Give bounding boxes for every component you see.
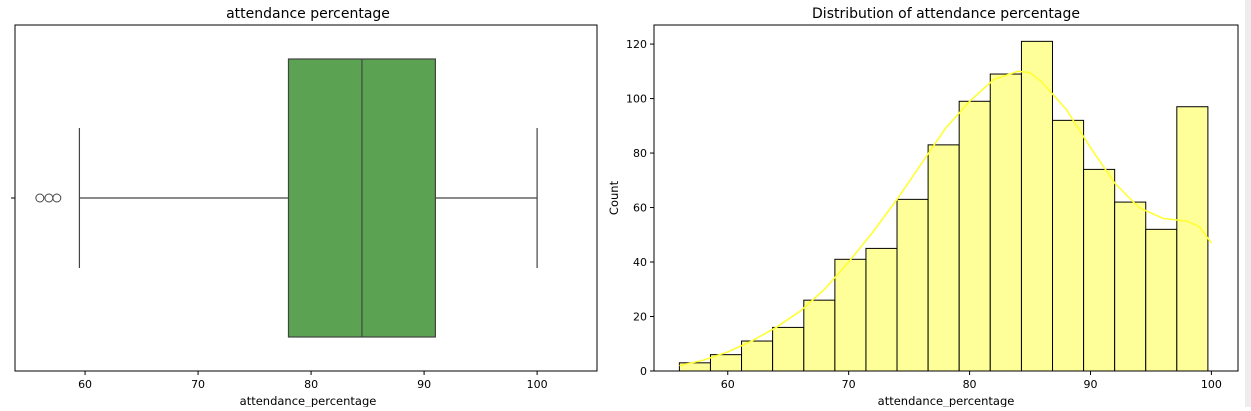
histogram-y-tick-label: 60: [633, 202, 647, 215]
histogram-y-tick-label: 20: [633, 311, 647, 324]
histogram-bar: [803, 299, 836, 372]
histogram-title: Distribution of attendance percentage: [812, 6, 1080, 22]
histogram-bar: [709, 354, 743, 372]
histogram-y-tick-label: 80: [633, 147, 647, 160]
boxplot-panel: attendance percentage attendance_percent…: [11, 6, 598, 408]
histogram-y-tick-label: 40: [633, 256, 647, 269]
boxplot-x-tick-label: 80: [304, 378, 318, 391]
histogram-y-axis-label: Count: [607, 180, 621, 215]
boxplot-x-axis-label: attendance_percentage: [240, 394, 377, 407]
histogram-x-tick-label: 60: [721, 378, 735, 391]
boxplot-title: attendance percentage: [226, 6, 390, 22]
boxplot-outlier: [35, 193, 45, 203]
histogram-bar: [896, 198, 929, 372]
boxplot-frame: [14, 24, 598, 372]
histogram-x-tick-label: 90: [1083, 378, 1097, 391]
scrollbar[interactable]: [1245, 0, 1251, 407]
boxplot-outlier: [52, 193, 62, 203]
histogram-bar: [1176, 106, 1209, 372]
histogram-bar: [958, 100, 991, 372]
histogram-y-tick-label: 100: [626, 93, 647, 106]
histogram-x-tick-label: 100: [1201, 378, 1222, 391]
boxplot-x-tick-label: 90: [417, 378, 431, 391]
histogram-kde-line: [679, 70, 1213, 367]
histogram-bar: [1020, 40, 1054, 372]
histogram-bar: [834, 258, 867, 372]
histogram-bar: [741, 340, 774, 372]
histogram-x-tick-label: 70: [842, 378, 856, 391]
histogram-x-tick-label: 80: [963, 378, 977, 391]
boxplot-x-tick-label: 70: [191, 378, 205, 391]
histogram-y-tick-label: 120: [626, 38, 647, 51]
histogram-bar: [989, 73, 1022, 372]
histogram-y-tick-label: 0: [640, 365, 647, 378]
histogram-bar: [1052, 119, 1085, 372]
histogram-frame: [653, 24, 1239, 372]
boxplot-x-tick-label: 100: [527, 378, 548, 391]
histogram-bar: [772, 326, 805, 372]
histogram-panel: Distribution of attendance percentage at…: [607, 6, 1239, 408]
histogram-bar: [1145, 228, 1178, 372]
histogram-bar: [1114, 201, 1147, 372]
boxplot-x-tick-label: 60: [78, 378, 92, 391]
histogram-bar: [927, 144, 960, 372]
histogram-bar: [865, 247, 898, 372]
boxplot-outlier: [44, 193, 54, 203]
histogram-bar: [1083, 168, 1116, 372]
histogram-x-axis-label: attendance_percentage: [878, 394, 1015, 407]
